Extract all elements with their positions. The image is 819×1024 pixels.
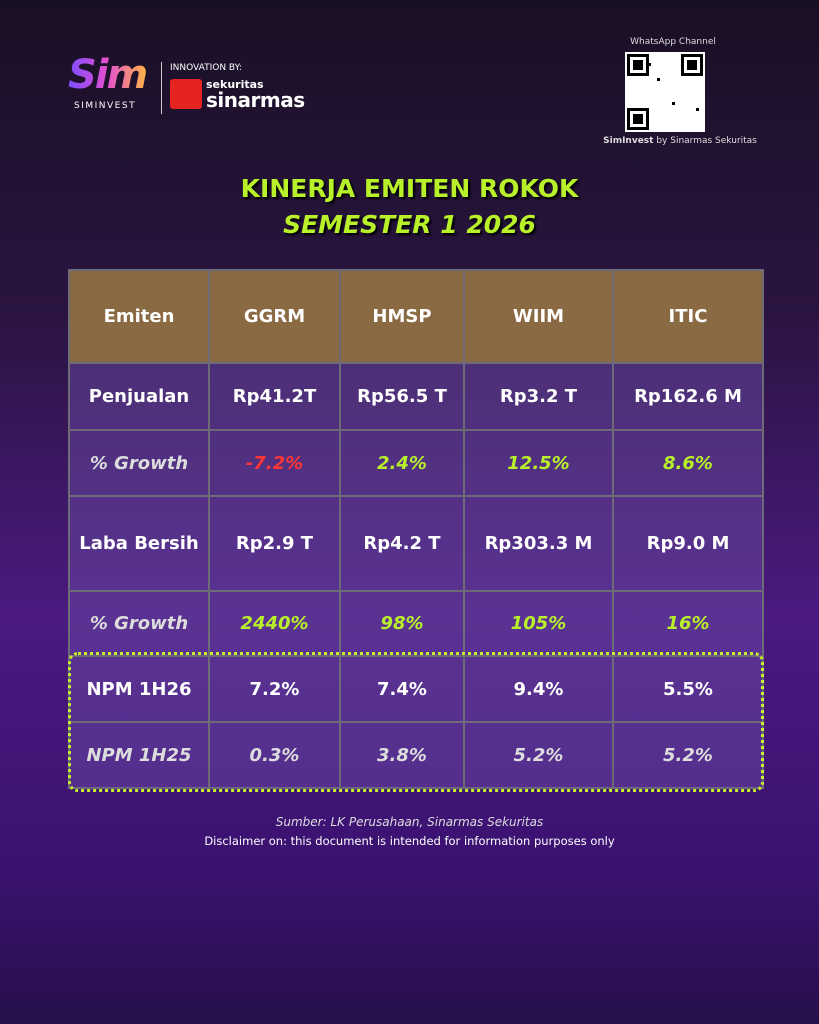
cell: 3.8% — [339, 721, 465, 789]
innovation-label: INNOVATION BY: — [170, 63, 242, 73]
performance-table: Emiten GGRM HMSP WIIM ITIC Penjualan Rp41.2T R… — [68, 269, 764, 789]
brand-big: sinarmas — [206, 88, 305, 112]
table-row: % Growth -7.2% 2.4% 12.5% 8.6% — [68, 429, 764, 497]
disclaimer: Disclaimer on: this document is intended… — [204, 834, 615, 848]
divider — [161, 62, 162, 114]
table-row: NPM 1H26 7.2% 7.4% 9.4% 5.5% — [68, 655, 764, 723]
caption-text: by Sinarmas Sekuritas — [656, 136, 757, 146]
cell: Rp162.6 M — [612, 362, 764, 431]
header-cell: HMSP — [339, 269, 465, 364]
cell: Rp9.0 M — [612, 495, 764, 592]
header-cell: GGRM — [208, 269, 341, 364]
table-row: Penjualan Rp41.2T Rp56.5 T Rp3.2 T Rp162.6 M — [68, 362, 764, 431]
table-row: Laba Bersih Rp2.9 T Rp4.2 T Rp303.3 M Rp9.0 … — [68, 495, 764, 592]
header-row: Emiten GGRM HMSP WIIM ITIC — [68, 269, 764, 364]
highlight-box — [68, 652, 764, 792]
cell: 98% — [339, 590, 465, 657]
header-cell: WIIM — [463, 269, 614, 364]
cell: Rp2.9 T — [208, 495, 341, 592]
whatsapp-title: WhatsApp Channel — [630, 37, 716, 47]
row-label: NPM 1H25 — [68, 721, 210, 789]
cell: 5.2% — [463, 721, 614, 789]
qr-module — [633, 60, 643, 70]
qr-module — [648, 63, 651, 66]
brand-small: sekuritas — [206, 78, 264, 91]
cell: Rp56.5 T — [339, 362, 465, 431]
cell: Rp41.2T — [208, 362, 341, 431]
qr-module — [687, 60, 697, 70]
cell: -7.2% — [208, 429, 341, 497]
cell: 16% — [612, 590, 764, 657]
cell: 7.4% — [339, 655, 465, 723]
cell: Rp4.2 T — [339, 495, 465, 592]
brand-icon — [170, 79, 202, 109]
caption-bold: SimInvest — [603, 136, 654, 146]
cell: 105% — [463, 590, 614, 657]
cell: Rp3.2 T — [463, 362, 614, 431]
cell: 8.6% — [612, 429, 764, 497]
row-label: % Growth — [68, 429, 210, 497]
cell: 2.4% — [339, 429, 465, 497]
qr-code[interactable] — [625, 52, 705, 132]
qr-module — [672, 102, 675, 105]
cell: Rp303.3 M — [463, 495, 614, 592]
cell: 5.5% — [612, 655, 764, 723]
qr-module — [657, 78, 660, 81]
cell: 9.4% — [463, 655, 614, 723]
subtitle: SEMESTER 1 2026 — [283, 210, 536, 239]
cell: 2440% — [208, 590, 341, 657]
table-row: NPM 1H25 0.3% 3.8% 5.2% 5.2% — [68, 721, 764, 789]
row-label: Laba Bersih — [68, 495, 210, 592]
qr-module — [633, 114, 643, 124]
source: Sumber: LK Perusahaan, Sinarmas Sekurita… — [275, 815, 544, 829]
whatsapp-caption: SimInvest by Sinarmas Sekuritas — [580, 136, 780, 146]
row-label: % Growth — [68, 590, 210, 657]
logo-caption: SIMINVEST — [74, 101, 137, 111]
row-label: Penjualan — [68, 362, 210, 431]
cell: 7.2% — [208, 655, 341, 723]
row-label: NPM 1H26 — [68, 655, 210, 723]
qr-module — [696, 108, 699, 111]
header-cell: ITIC — [612, 269, 764, 364]
title: KINERJA EMITEN ROKOK — [240, 174, 579, 203]
logo: Sim — [68, 52, 148, 98]
header-cell: Emiten — [68, 269, 210, 364]
table-row: % Growth 2440% 98% 105% 16% — [68, 590, 764, 657]
cell: 0.3% — [208, 721, 341, 789]
cell: 12.5% — [463, 429, 614, 497]
